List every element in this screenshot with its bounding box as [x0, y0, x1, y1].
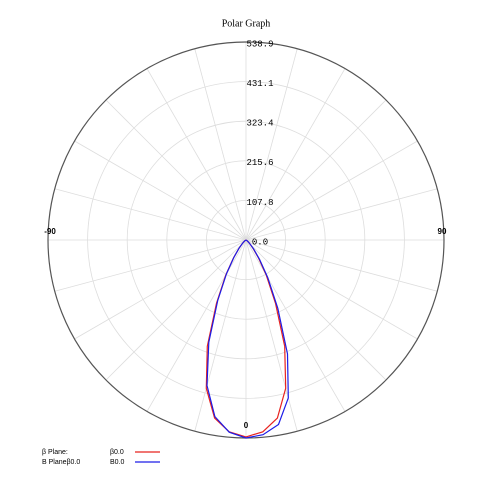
spoke [74, 140, 247, 241]
angle-label: -90 [44, 227, 56, 236]
r-tick-label: 215.6 [246, 158, 273, 168]
r-tick-label: 538.9 [246, 39, 273, 49]
r-tick-label: 0.0 [252, 237, 268, 247]
r-tick-label: 431.1 [246, 79, 273, 89]
spoke [54, 239, 247, 292]
spoke [194, 239, 247, 432]
spoke [245, 239, 298, 432]
legend-plane: B Planeβ0.0 [42, 459, 80, 466]
spoke [245, 188, 438, 241]
spoke [245, 48, 298, 241]
angle-label: 0 [244, 421, 249, 430]
spoke [146, 239, 247, 412]
chart-title: Polar Graph [222, 18, 271, 29]
spoke [194, 48, 247, 241]
series-line [206, 239, 289, 439]
spoke [105, 99, 247, 241]
spoke [245, 239, 418, 340]
grid-ring [205, 199, 287, 281]
grid-ring [87, 81, 405, 399]
r-tick-label: 107.8 [246, 198, 273, 208]
spoke [245, 239, 438, 292]
grid-ring [166, 160, 326, 320]
legend-label: B0.0 [110, 459, 125, 466]
legend-label: β0.0 [110, 449, 124, 456]
spoke [245, 239, 387, 381]
spoke [54, 188, 247, 241]
spoke [245, 239, 346, 412]
spoke [245, 99, 387, 241]
r-tick-label: 323.4 [246, 119, 273, 129]
angle-label: 90 [438, 227, 447, 236]
spoke [245, 68, 346, 241]
grid-ring [126, 120, 366, 360]
spoke [146, 68, 247, 241]
spoke [245, 140, 418, 241]
spoke [105, 239, 247, 381]
legend-plane: β Plane: [42, 449, 68, 456]
spoke [74, 239, 247, 340]
